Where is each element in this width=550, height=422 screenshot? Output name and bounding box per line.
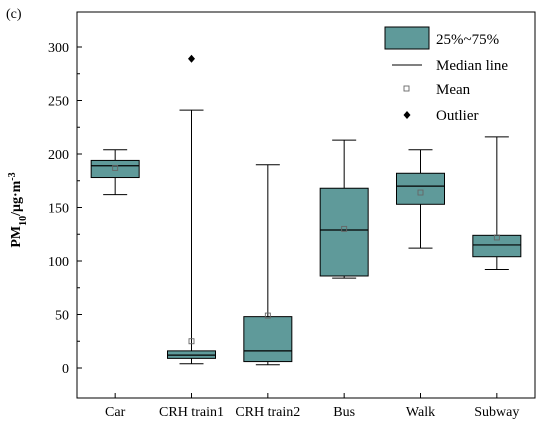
boxes-group xyxy=(90,54,522,366)
y-tick-label: 150 xyxy=(48,202,69,217)
y-tick-label: 50 xyxy=(55,309,69,324)
legend-mean-marker xyxy=(403,85,410,92)
x-tick-label: CRH train1 xyxy=(159,405,224,420)
mean-marker xyxy=(264,312,271,319)
y-axis-label-sup: -3 xyxy=(7,172,18,180)
legend-label-median: Median line xyxy=(436,58,508,74)
y-axis-ticks: 0 50 100 150 200 250 300 xyxy=(48,41,82,377)
box-crh-train2 xyxy=(243,164,293,366)
y-axis-label-sub: 10 xyxy=(18,216,29,226)
x-axis-ticks: Car CRH train1 CRH train2 Bus Walk Subway xyxy=(105,393,519,420)
iqr-box xyxy=(90,159,140,179)
iqr-box xyxy=(472,234,522,258)
y-tick-label: 200 xyxy=(48,148,69,163)
box-crh-train1 xyxy=(167,54,216,365)
legend: 25%~75% Median line Mean Outlier xyxy=(384,26,508,124)
panel-label: (c) xyxy=(6,7,22,22)
legend-outlier-marker xyxy=(403,111,411,119)
outlier-marker xyxy=(188,54,195,63)
legend-box-swatch xyxy=(384,26,430,50)
box-walk xyxy=(396,149,445,249)
x-tick-label: Bus xyxy=(333,405,355,420)
iqr-box xyxy=(396,172,445,205)
y-tick-label: 250 xyxy=(48,95,69,110)
y-tick-label: 100 xyxy=(48,255,69,270)
y-tick-label: 300 xyxy=(48,41,69,56)
x-tick-label: Subway xyxy=(474,405,519,420)
iqr-box xyxy=(243,316,293,363)
y-tick-label: 0 xyxy=(62,362,69,377)
legend-label-box: 25%~75% xyxy=(436,32,499,48)
y-axis-label-main: PM xyxy=(9,226,24,248)
iqr-box xyxy=(319,187,369,277)
mean-marker xyxy=(112,164,119,171)
y-axis-title: PM10/μg·m-3 xyxy=(7,172,29,247)
y-axis-label: PM10/μg·m-3 xyxy=(7,172,29,247)
mean-marker xyxy=(493,234,500,241)
mean-marker xyxy=(341,225,348,232)
box-subway xyxy=(472,136,522,271)
x-tick-label: Car xyxy=(105,405,126,420)
box-bus xyxy=(319,139,369,279)
plot-frame xyxy=(76,11,536,399)
x-tick-label: Walk xyxy=(406,405,435,420)
y-axis-label-rest: /μg·m xyxy=(9,180,24,216)
legend-label-outlier: Outlier xyxy=(436,108,479,124)
mean-marker xyxy=(417,189,424,196)
x-tick-label: CRH train2 xyxy=(235,405,300,420)
box-car xyxy=(90,149,140,196)
legend-label-mean: Mean xyxy=(436,82,471,98)
mean-marker xyxy=(188,338,195,345)
